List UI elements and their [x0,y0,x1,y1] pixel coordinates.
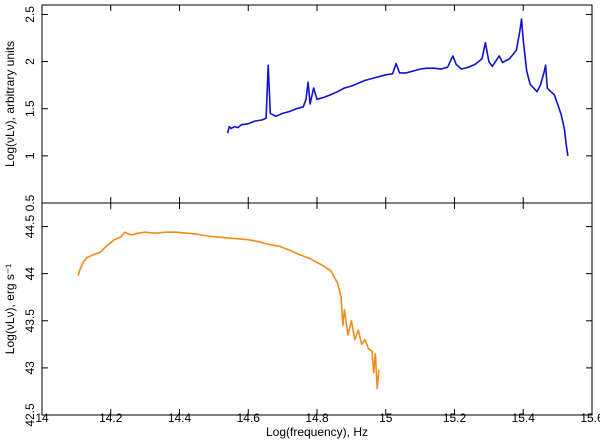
bottom-y-axis-title: Log(νLν), erg s⁻¹ [3,264,17,354]
x-tick-label: 14.8 [305,411,329,425]
x-tick-label: 14.4 [168,411,192,425]
top-y-tick-label: 2.5 [23,6,37,23]
top-y-tick-label: 1.5 [23,100,37,117]
x-tick-labels: 14 14.2 14.4 14.6 14.8 15 15.2 15.4 15.6 [35,411,600,425]
x-tick-label: 15.6 [580,411,600,425]
top-y-tick-label: 2 [23,58,37,65]
bottom-y-tick-label: 44.5 [23,215,37,239]
top-y-tick-labels: 0.5 1 1.5 2 2.5 [23,6,37,212]
top-panel-ticks [41,5,593,204]
x-tick-label: 14 [35,411,49,425]
bottom-panel-ticks [41,203,593,416]
bottom-panel-frame [41,202,593,416]
top-series-line [226,18,569,157]
x-tick-label: 15.4 [512,411,536,425]
bottom-series-line [77,231,380,390]
x-axis-title: Log(frequency), Hz [266,425,368,439]
bottom-y-tick-label: 43 [23,361,37,375]
x-tick-label: 15.2 [443,411,467,425]
bottom-y-tick-label: 42.5 [23,403,37,427]
top-y-axis-title: Log(νLν), arbitrary units [3,41,17,167]
x-tick-label: 14.2 [99,411,123,425]
top-y-tick-label: 1 [23,152,37,159]
x-tick-label: 14.6 [237,411,261,425]
bottom-y-tick-label: 43.5 [23,309,37,333]
top-panel-frame [41,4,593,204]
x-tick-label: 15 [379,411,393,425]
top-y-tick-label: 0.5 [23,194,37,211]
bottom-y-tick-label: 44 [23,267,37,281]
bottom-y-tick-labels: 42.5 43 43.5 44 44.5 [23,215,37,427]
